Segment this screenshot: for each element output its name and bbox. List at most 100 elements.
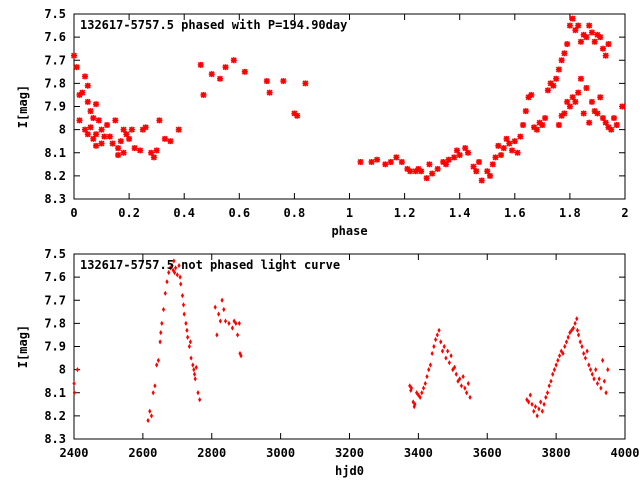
- data-point: [106, 133, 113, 140]
- data-point: [161, 135, 168, 142]
- data-point: [167, 269, 171, 276]
- data-point: [514, 149, 521, 156]
- data-point: [427, 367, 431, 373]
- y-tick-label: 8.3: [44, 432, 66, 446]
- data-point: [552, 367, 557, 373]
- data-point: [575, 89, 582, 96]
- chart-title: 132617-5757.5 not phased light curve: [80, 258, 340, 272]
- data-point: [597, 376, 601, 382]
- data-point: [591, 38, 598, 45]
- data-point: [208, 71, 215, 78]
- data-point: [112, 117, 119, 124]
- data-point: [503, 135, 510, 142]
- data-point: [387, 159, 394, 165]
- data-point: [597, 94, 604, 101]
- data-point: [601, 357, 605, 363]
- data-point: [179, 281, 183, 287]
- x-tick-label: 1: [346, 206, 353, 220]
- data-point: [458, 376, 462, 382]
- data-point: [428, 362, 433, 368]
- data-point: [554, 362, 558, 368]
- data-point: [569, 15, 576, 22]
- data-point: [452, 364, 457, 370]
- data-point: [566, 334, 570, 340]
- y-tick-label: 7.9: [44, 340, 66, 354]
- data-point: [266, 89, 273, 96]
- x-axis-label: hjd0: [335, 464, 364, 478]
- data-point: [137, 147, 144, 154]
- data-point: [588, 98, 595, 105]
- data-point: [587, 362, 591, 368]
- data-point: [558, 57, 565, 64]
- data-point: [101, 133, 108, 140]
- data-point: [220, 297, 224, 303]
- data-point: [222, 64, 229, 71]
- y-tick-label: 7.5: [44, 247, 66, 261]
- data-point: [489, 161, 496, 168]
- data-points: [71, 15, 626, 184]
- data-point: [528, 392, 532, 398]
- data-point: [544, 394, 548, 400]
- data-point: [430, 350, 434, 357]
- data-point: [93, 131, 100, 138]
- y-axis-ticks: 7.5 7.6 7.7 7.8 7.9 8 8.1 8.2 8.3: [44, 7, 625, 206]
- data-point: [93, 142, 100, 149]
- data-point: [575, 316, 579, 322]
- x-tick-label: 0.6: [228, 206, 250, 220]
- y-tick-label: 8.2: [44, 409, 66, 423]
- data-point: [213, 304, 217, 310]
- y-tick-label: 7.8: [44, 76, 66, 90]
- data-point: [239, 353, 243, 359]
- data-point: [473, 168, 480, 175]
- data-point: [564, 41, 571, 48]
- data-point: [475, 159, 482, 165]
- data-point: [484, 168, 491, 175]
- data-point: [572, 98, 579, 105]
- data-point: [241, 68, 248, 75]
- data-point: [79, 89, 86, 96]
- data-point: [549, 378, 553, 384]
- data-point: [461, 373, 465, 380]
- y-axis-ticks: 7.5 7.6 7.7 7.8 7.9 8 8.1 8.2 8.3: [44, 247, 625, 446]
- x-axis-ticks: 2400 2600 2800 3000 3200 3400 3600 3800 4000: [60, 254, 639, 460]
- data-point: [577, 75, 584, 82]
- data-point: [577, 38, 584, 45]
- data-point: [75, 367, 80, 373]
- y-tick-label: 7.6: [44, 30, 66, 44]
- data-point: [198, 397, 202, 403]
- data-point: [542, 401, 546, 407]
- data-point: [153, 147, 160, 154]
- data-point: [539, 399, 543, 405]
- data-point: [398, 159, 405, 165]
- data-point: [434, 165, 441, 172]
- data-point: [294, 112, 301, 119]
- data-point: [182, 311, 186, 317]
- y-tick-label: 7.8: [44, 316, 66, 330]
- data-point: [109, 140, 116, 147]
- data-point: [597, 34, 604, 41]
- data-point: [432, 343, 436, 350]
- data-point: [263, 78, 270, 85]
- data-point: [456, 378, 460, 384]
- data-point: [423, 380, 427, 387]
- data-point: [90, 115, 97, 122]
- y-tick-label: 7.7: [44, 53, 66, 67]
- data-point: [506, 140, 513, 147]
- data-point: [435, 332, 439, 338]
- data-point: [163, 290, 167, 296]
- data-point: [468, 394, 472, 400]
- data-point: [227, 320, 231, 326]
- data-point: [150, 154, 157, 161]
- data-point: [87, 124, 94, 131]
- data-point: [280, 78, 287, 85]
- data-point: [592, 376, 596, 382]
- data-point: [393, 154, 400, 161]
- data-point: [411, 399, 415, 405]
- data-point: [120, 149, 127, 156]
- data-point: [447, 360, 451, 366]
- data-point: [426, 161, 433, 168]
- data-point: [470, 163, 477, 170]
- data-point: [409, 385, 414, 391]
